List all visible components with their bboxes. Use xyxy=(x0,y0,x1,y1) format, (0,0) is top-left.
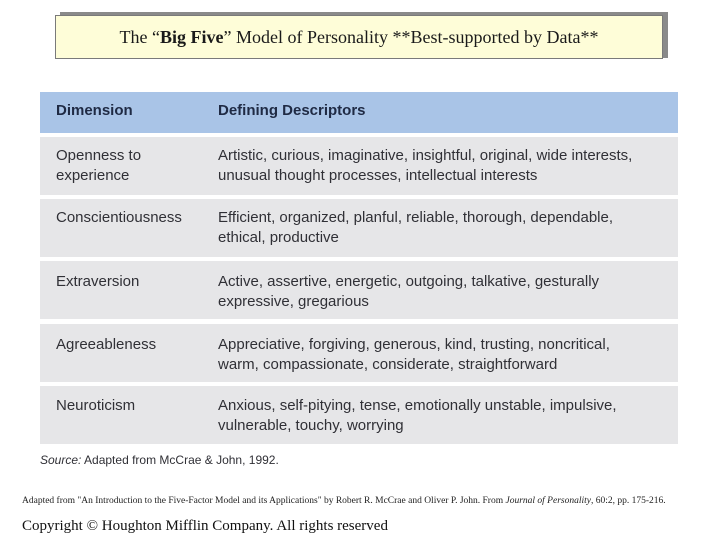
dimension-cell: Agreeableness xyxy=(56,335,156,355)
dimension-line: Extraversion xyxy=(56,273,140,290)
note-before: Adapted from "An Introduction to the Fiv… xyxy=(22,496,506,506)
descriptors-cell: Active, assertive, energetic, outgoing, … xyxy=(218,272,673,312)
slide-title: The “Big Five” Model of Personality **Be… xyxy=(55,15,663,59)
dimension-line: Openness to xyxy=(56,147,142,164)
table-row: Neuroticism Anxious, self-pitying, tense… xyxy=(40,386,678,444)
descriptor-line: ethical, productive xyxy=(218,229,339,246)
descriptors-cell: Artistic, curious, imaginative, insightf… xyxy=(218,146,673,186)
table-header: Dimension Defining Descriptors xyxy=(40,92,678,133)
descriptor-line: unusual thought processes, intellectual … xyxy=(218,167,538,184)
table-source: Source: Adapted from McCrae & John, 1992… xyxy=(40,453,279,467)
dimension-line: Conscientiousness xyxy=(56,209,182,226)
citation-note: Adapted from "An Introduction to the Fiv… xyxy=(22,495,702,507)
dimension-cell: Openness to experience xyxy=(56,146,141,186)
table-row: Extraversion Active, assertive, energeti… xyxy=(40,261,678,319)
descriptor-line: Active, assertive, energetic, outgoing, … xyxy=(218,273,600,290)
descriptors-cell: Efficient, organized, planful, reliable,… xyxy=(218,208,673,248)
descriptor-line: Anxious, self-pitying, tense, emotionall… xyxy=(218,397,617,414)
note-after: , 60:2, pp. 175-216. xyxy=(590,496,666,506)
title-prefix: The “ xyxy=(119,26,161,47)
descriptor-line: Efficient, organized, planful, reliable,… xyxy=(218,209,614,226)
table-row: Conscientiousness Efficient, organized, … xyxy=(40,199,678,257)
note-journal: Journal of Personality xyxy=(505,496,591,506)
dimension-line: Agreeableness xyxy=(56,336,157,353)
dimension-cell: Neuroticism xyxy=(56,396,135,416)
dimension-cell: Conscientiousness xyxy=(56,208,182,228)
title-bold: Big Five xyxy=(160,26,224,47)
copyright-notice: Copyright © Houghton Mifflin Company. Al… xyxy=(22,518,388,534)
descriptor-line: warm, compassionate, considerate, straig… xyxy=(218,356,558,373)
descriptor-line: vulnerable, touchy, worrying xyxy=(218,417,404,434)
descriptor-line: Artistic, curious, imaginative, insightf… xyxy=(218,147,633,164)
table-row: Openness to experience Artistic, curious… xyxy=(40,137,678,195)
dimension-line: experience xyxy=(56,167,130,184)
dimension-cell: Extraversion xyxy=(56,272,139,292)
header-dimension: Dimension xyxy=(56,102,133,119)
header-descriptors: Defining Descriptors xyxy=(218,102,366,119)
table-row: Agreeableness Appreciative, forgiving, g… xyxy=(40,324,678,382)
descriptor-line: expressive, gregarious xyxy=(218,293,369,310)
big-five-table: Dimension Defining Descriptors Openness … xyxy=(40,92,678,444)
descriptors-cell: Appreciative, forgiving, generous, kind,… xyxy=(218,335,673,375)
descriptors-cell: Anxious, self-pitying, tense, emotionall… xyxy=(218,396,673,436)
source-label: Source: xyxy=(40,453,82,467)
descriptor-line: Appreciative, forgiving, generous, kind,… xyxy=(218,336,610,353)
dimension-line: Neuroticism xyxy=(56,397,136,414)
title-suffix: ” Model of Personality **Best-supported … xyxy=(223,26,599,47)
source-text: Adapted from McCrae & John, 1992. xyxy=(81,453,279,467)
